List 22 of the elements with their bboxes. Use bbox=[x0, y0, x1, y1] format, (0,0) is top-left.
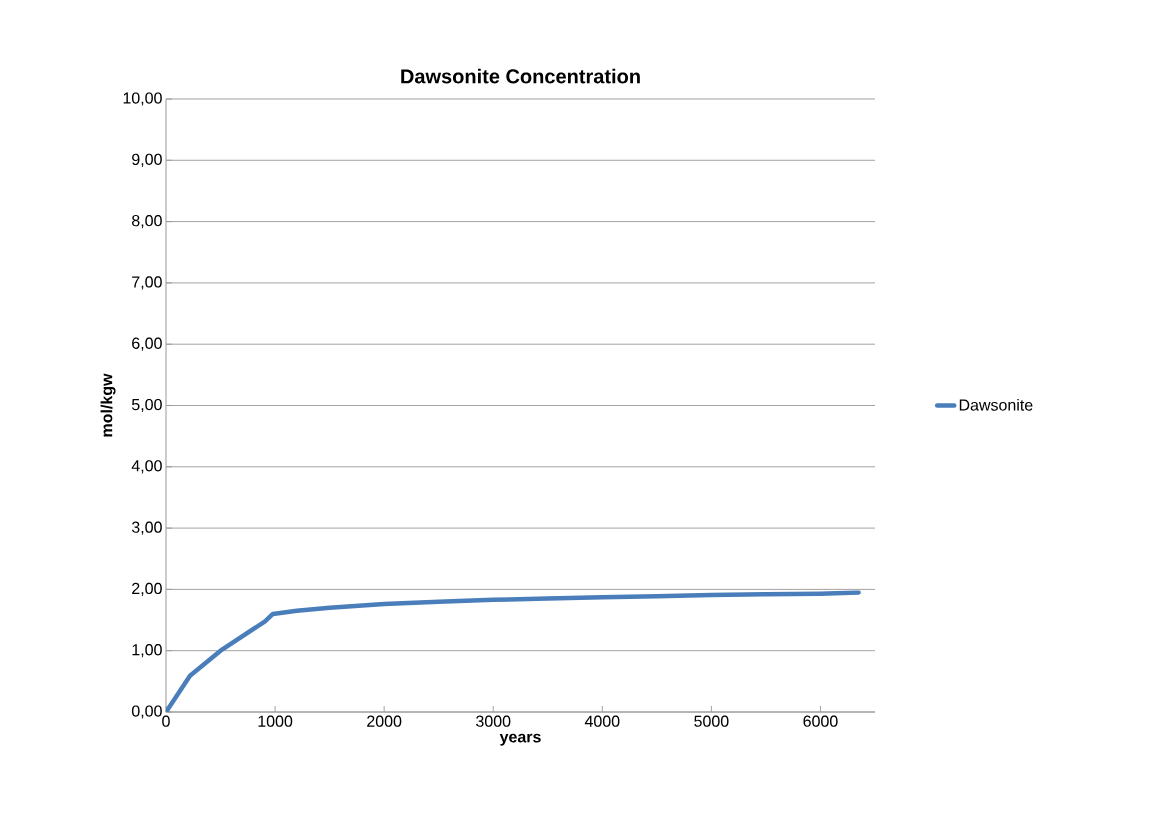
y-axis-title: mol/kgw bbox=[100, 373, 116, 437]
y-tick-label: 7,00 bbox=[132, 276, 162, 290]
x-axis-title: years bbox=[499, 733, 541, 746]
y-tick-label: 8,00 bbox=[132, 214, 162, 229]
x-tick-label: 4000 bbox=[584, 715, 620, 727]
y-tick-label: 6,00 bbox=[132, 337, 162, 351]
y-tick-label: 3,00 bbox=[131, 521, 162, 535]
y-tick-label: 1,00 bbox=[132, 644, 162, 658]
x-tick-label: 1000 bbox=[258, 715, 293, 727]
y-tick-label: 0,00 bbox=[131, 705, 162, 719]
x-tick-label: 2000 bbox=[367, 715, 402, 727]
y-tick-label: 10,00 bbox=[123, 92, 162, 106]
legend-label: Dawsonite bbox=[959, 398, 1033, 411]
y-tick-label: 9,00 bbox=[132, 153, 162, 167]
chart-title: Dawsonite Concentration bbox=[401, 68, 640, 84]
x-tick-label: 5000 bbox=[694, 715, 729, 727]
x-tick-label: 0 bbox=[162, 715, 170, 727]
y-tick-label: 2,00 bbox=[132, 582, 162, 596]
x-tick-label: 6000 bbox=[803, 715, 838, 727]
x-tick-label: 3000 bbox=[476, 715, 511, 727]
y-tick-label: 5,00 bbox=[131, 398, 162, 413]
y-tick-label: 4,00 bbox=[131, 460, 162, 474]
